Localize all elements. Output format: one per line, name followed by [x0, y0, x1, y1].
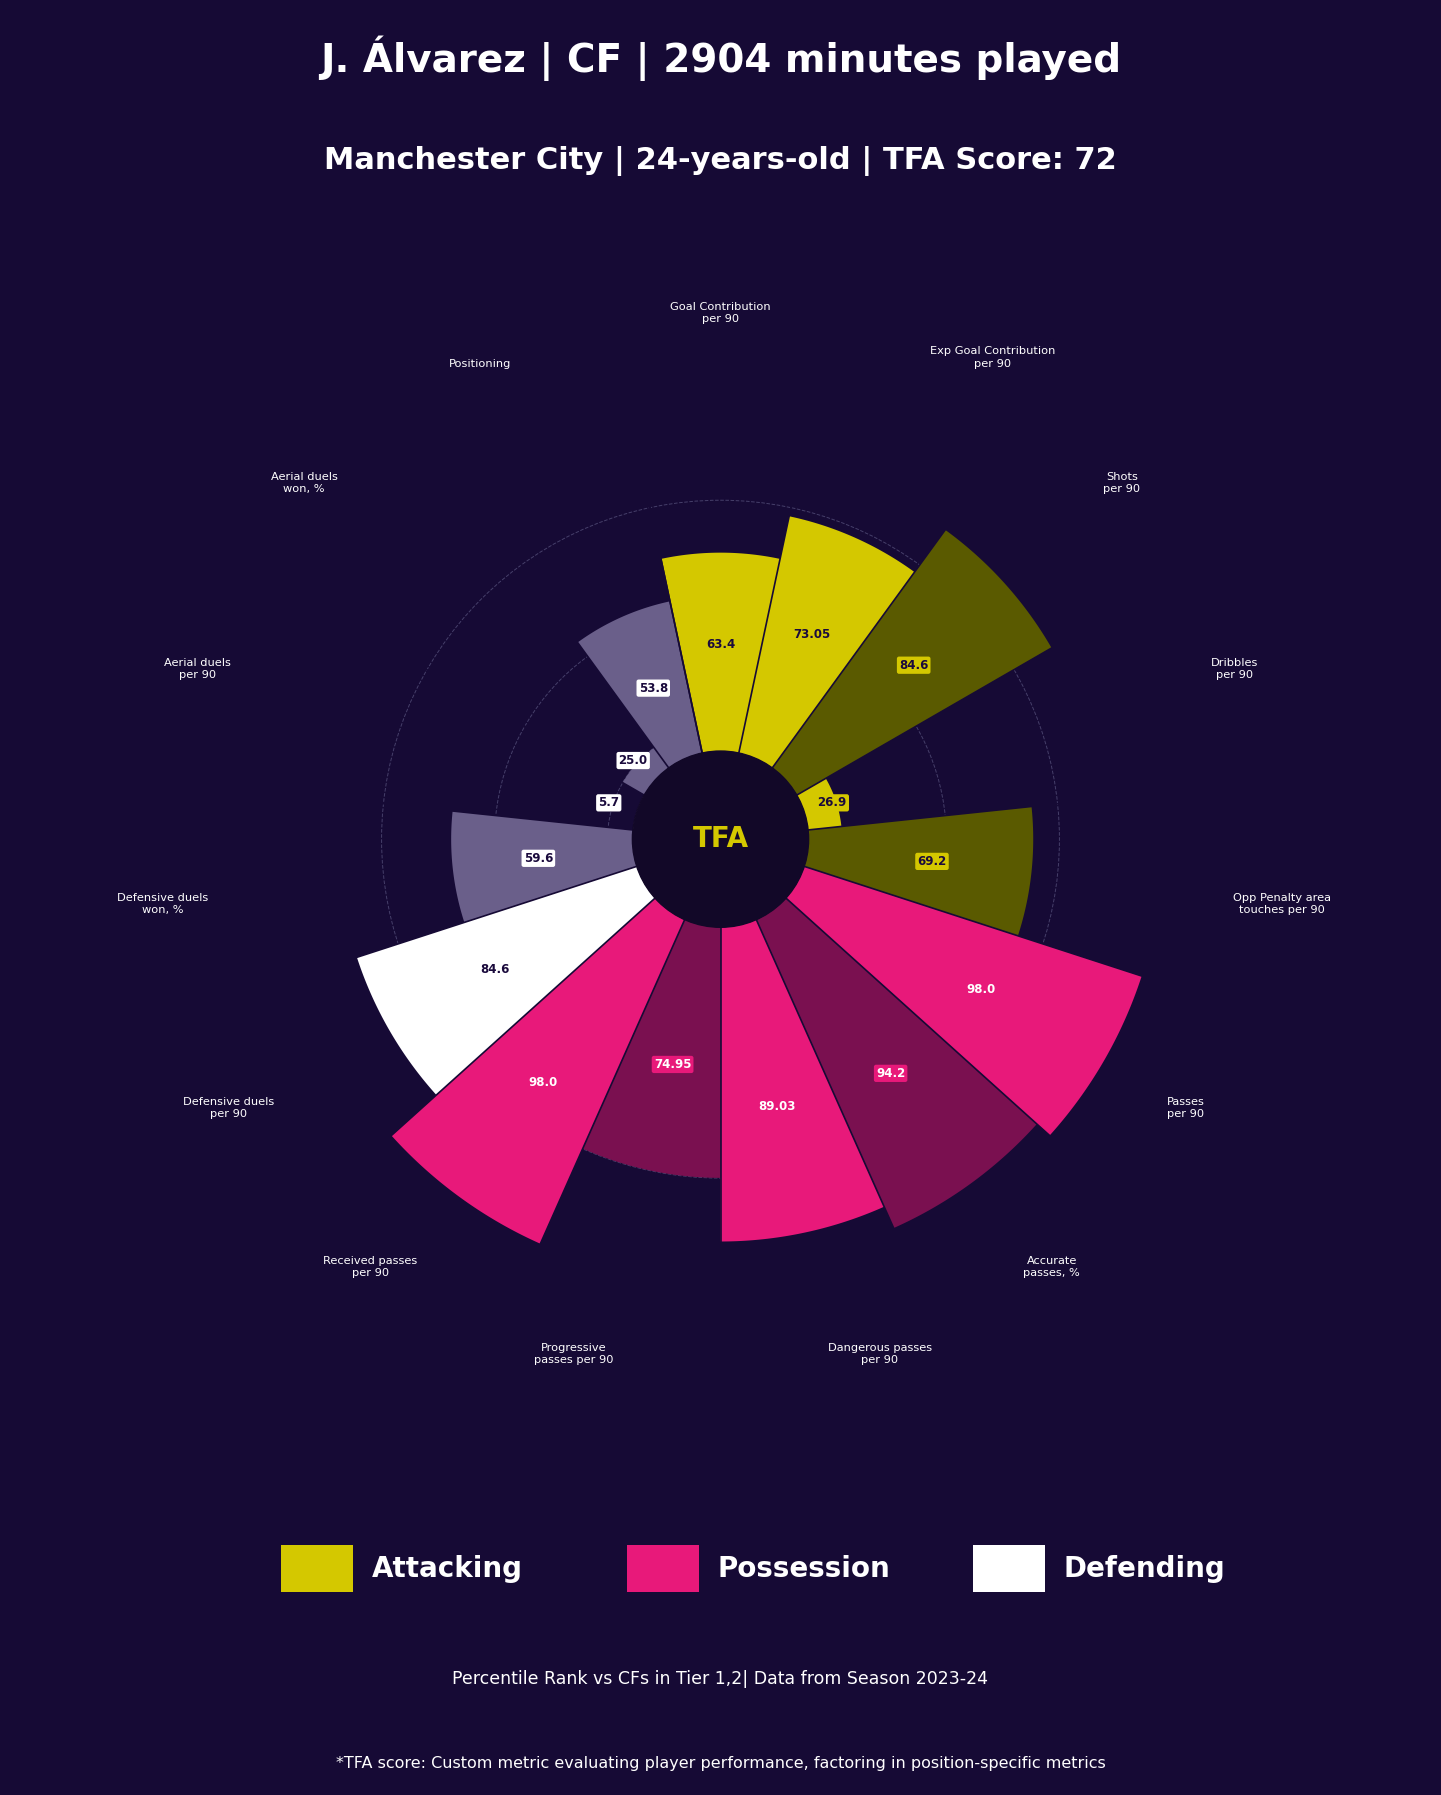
- Text: 84.6: 84.6: [481, 962, 510, 976]
- Text: *TFA score: Custom metric evaluating player performance, factoring in position-s: *TFA score: Custom metric evaluating pla…: [336, 1756, 1105, 1772]
- Polygon shape: [757, 898, 1038, 1228]
- FancyBboxPatch shape: [973, 1545, 1045, 1592]
- Polygon shape: [623, 749, 669, 795]
- Text: 25.0: 25.0: [618, 754, 648, 766]
- FancyBboxPatch shape: [281, 1545, 353, 1592]
- Text: Attacking: Attacking: [372, 1554, 523, 1583]
- Polygon shape: [633, 795, 699, 836]
- Text: Accurate
passes, %: Accurate passes, %: [1023, 1256, 1081, 1278]
- Text: 63.4: 63.4: [706, 637, 735, 652]
- Text: Shots
per 90: Shots per 90: [1104, 472, 1140, 494]
- Text: Possession: Possession: [718, 1554, 891, 1583]
- Polygon shape: [578, 601, 702, 768]
- Text: 89.03: 89.03: [759, 1100, 795, 1113]
- Text: 74.95: 74.95: [654, 1057, 692, 1072]
- Text: 98.0: 98.0: [529, 1077, 558, 1090]
- Text: 84.6: 84.6: [899, 659, 928, 671]
- Text: TFA: TFA: [693, 826, 748, 853]
- Text: Defensive duels
won, %: Defensive duels won, %: [117, 894, 208, 915]
- Text: Defensive duels
per 90: Defensive duels per 90: [183, 1097, 274, 1118]
- Text: Percentile Rank vs CFs in Tier 1,2| Data from Season 2023-24: Percentile Rank vs CFs in Tier 1,2| Data…: [452, 1669, 989, 1687]
- Text: Manchester City | 24-years-old | TFA Score: 72: Manchester City | 24-years-old | TFA Sco…: [324, 145, 1117, 176]
- Polygon shape: [772, 530, 1052, 795]
- Text: J. Álvarez | CF | 2904 minutes played: J. Álvarez | CF | 2904 minutes played: [320, 36, 1121, 81]
- Polygon shape: [739, 517, 915, 768]
- Text: Defending: Defending: [1063, 1554, 1225, 1583]
- Text: Passes
per 90: Passes per 90: [1167, 1097, 1205, 1118]
- Text: Exp Goal Contribution
per 90: Exp Goal Contribution per 90: [929, 346, 1055, 368]
- Text: Aerial duels
won, %: Aerial duels won, %: [271, 472, 337, 494]
- Polygon shape: [451, 811, 637, 923]
- Text: 69.2: 69.2: [918, 854, 947, 869]
- Polygon shape: [582, 919, 720, 1178]
- Text: 53.8: 53.8: [638, 682, 667, 695]
- Text: Goal Contribution
per 90: Goal Contribution per 90: [670, 302, 771, 323]
- Text: 73.05: 73.05: [793, 628, 830, 641]
- Polygon shape: [797, 779, 842, 829]
- Text: 59.6: 59.6: [523, 853, 553, 865]
- Text: 94.2: 94.2: [876, 1066, 905, 1081]
- Text: Aerial duels
per 90: Aerial duels per 90: [164, 657, 231, 680]
- Polygon shape: [785, 867, 1141, 1136]
- Text: 98.0: 98.0: [967, 984, 996, 996]
- Polygon shape: [804, 806, 1033, 935]
- Text: 26.9: 26.9: [817, 797, 847, 810]
- Text: Dribbles
per 90: Dribbles per 90: [1210, 657, 1258, 680]
- Text: Progressive
passes per 90: Progressive passes per 90: [533, 1343, 614, 1366]
- Polygon shape: [720, 919, 885, 1242]
- Polygon shape: [661, 553, 780, 752]
- Text: Opp Penalty area
touches per 90: Opp Penalty area touches per 90: [1233, 894, 1331, 915]
- Text: Positioning: Positioning: [448, 359, 512, 368]
- Polygon shape: [392, 898, 684, 1244]
- Text: 5.7: 5.7: [598, 797, 620, 810]
- Text: Received passes
per 90: Received passes per 90: [323, 1256, 418, 1278]
- Polygon shape: [357, 867, 656, 1095]
- FancyBboxPatch shape: [627, 1545, 699, 1592]
- Text: Dangerous passes
per 90: Dangerous passes per 90: [827, 1343, 932, 1366]
- Circle shape: [633, 750, 808, 928]
